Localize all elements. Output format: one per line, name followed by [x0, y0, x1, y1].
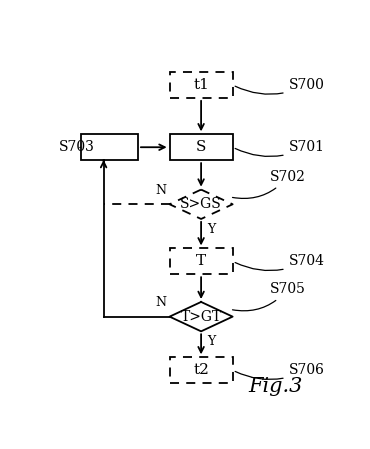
- Text: S>GS: S>GS: [180, 197, 222, 211]
- Text: S702: S702: [232, 170, 306, 198]
- Text: t2: t2: [193, 363, 209, 377]
- Text: S700: S700: [235, 78, 324, 94]
- Text: S701: S701: [235, 140, 324, 156]
- Text: N: N: [156, 296, 166, 309]
- Text: t1: t1: [193, 78, 209, 92]
- Text: Y: Y: [208, 335, 216, 348]
- Bar: [169, 134, 233, 160]
- Bar: [169, 72, 233, 98]
- Text: S704: S704: [235, 254, 324, 271]
- Text: N: N: [156, 184, 166, 197]
- Text: S705: S705: [232, 282, 306, 311]
- Text: Fig.3: Fig.3: [249, 377, 303, 396]
- Text: S: S: [196, 140, 206, 154]
- Text: S706: S706: [235, 363, 324, 379]
- Text: S703: S703: [59, 140, 95, 154]
- Bar: [81, 134, 138, 160]
- Bar: [169, 248, 233, 274]
- Text: Y: Y: [208, 223, 216, 236]
- Text: T>GT: T>GT: [181, 310, 222, 324]
- Text: T: T: [196, 254, 206, 269]
- Bar: [169, 357, 233, 383]
